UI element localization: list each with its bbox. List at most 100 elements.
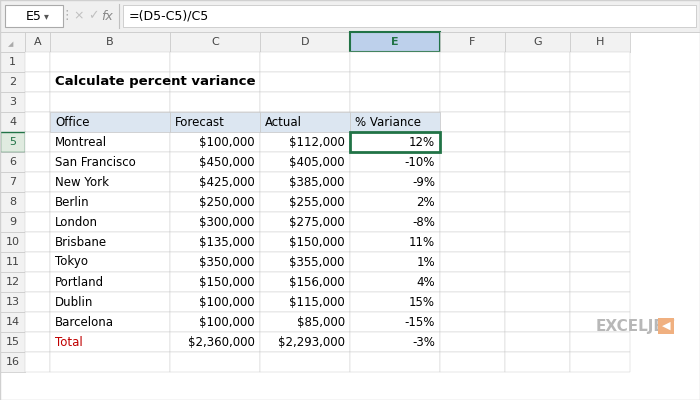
- Bar: [505, 52, 570, 72]
- Text: 15%: 15%: [409, 296, 435, 308]
- Bar: [505, 172, 570, 192]
- Text: -15%: -15%: [405, 316, 435, 328]
- Text: ✓: ✓: [88, 10, 98, 22]
- Text: $150,000: $150,000: [289, 236, 345, 248]
- Text: Actual: Actual: [265, 116, 302, 128]
- Text: C: C: [211, 37, 219, 47]
- Bar: [170, 212, 260, 232]
- Text: London: London: [55, 216, 98, 228]
- Bar: [440, 192, 505, 212]
- Text: ◀: ◀: [662, 321, 671, 331]
- Bar: [0, 52, 25, 72]
- Text: 11: 11: [6, 257, 20, 267]
- Bar: [350, 312, 440, 332]
- Text: $385,000: $385,000: [290, 176, 345, 188]
- Bar: [440, 232, 505, 252]
- Bar: [170, 232, 260, 252]
- Text: $405,000: $405,000: [289, 156, 345, 168]
- Bar: [170, 112, 260, 132]
- Bar: [5, 5, 63, 27]
- Text: $150,000: $150,000: [199, 276, 255, 288]
- Text: 7: 7: [9, 177, 16, 187]
- Text: $350,000: $350,000: [199, 256, 255, 268]
- Text: -8%: -8%: [412, 216, 435, 228]
- Text: =(D5-C5)/C5: =(D5-C5)/C5: [129, 10, 209, 22]
- Bar: [260, 312, 350, 332]
- Bar: [0, 72, 25, 92]
- Text: 5: 5: [9, 137, 16, 147]
- Bar: [570, 132, 630, 152]
- Bar: [25, 212, 50, 232]
- Bar: [350, 112, 440, 132]
- Text: $300,000: $300,000: [199, 216, 255, 228]
- Bar: [0, 172, 25, 192]
- Text: % Variance: % Variance: [355, 116, 421, 128]
- Bar: [170, 312, 260, 332]
- Bar: [570, 92, 630, 112]
- Bar: [505, 272, 570, 292]
- Bar: [260, 272, 350, 292]
- Text: $250,000: $250,000: [199, 196, 255, 208]
- Bar: [170, 132, 260, 152]
- Text: B: B: [106, 37, 114, 47]
- Text: 6: 6: [9, 157, 16, 167]
- Bar: [25, 332, 50, 352]
- Text: $85,000: $85,000: [297, 316, 345, 328]
- Text: 1%: 1%: [416, 256, 435, 268]
- Bar: [505, 352, 570, 372]
- Bar: [350, 52, 440, 72]
- Bar: [50, 172, 170, 192]
- Text: 3: 3: [9, 97, 16, 107]
- Text: ⋮: ⋮: [61, 10, 74, 22]
- Bar: [505, 32, 570, 52]
- Bar: [50, 252, 170, 272]
- Bar: [505, 232, 570, 252]
- Text: 11%: 11%: [409, 236, 435, 248]
- Bar: [170, 352, 260, 372]
- Bar: [570, 52, 630, 72]
- Bar: [0, 292, 25, 312]
- Bar: [505, 92, 570, 112]
- Bar: [440, 52, 505, 72]
- Bar: [505, 72, 570, 92]
- Bar: [350, 352, 440, 372]
- Text: Office: Office: [55, 116, 90, 128]
- Bar: [0, 32, 25, 52]
- Bar: [260, 332, 350, 352]
- Bar: [570, 252, 630, 272]
- Text: $156,000: $156,000: [289, 276, 345, 288]
- Bar: [570, 72, 630, 92]
- Text: San Francisco: San Francisco: [55, 156, 136, 168]
- Bar: [0, 152, 25, 172]
- Bar: [25, 292, 50, 312]
- Text: $355,000: $355,000: [290, 256, 345, 268]
- Bar: [570, 332, 630, 352]
- Text: 12%: 12%: [409, 136, 435, 148]
- Bar: [260, 132, 350, 152]
- Bar: [505, 292, 570, 312]
- Bar: [350, 132, 440, 152]
- Text: 4: 4: [9, 117, 16, 127]
- Bar: [350, 112, 440, 132]
- Bar: [25, 312, 50, 332]
- Bar: [170, 152, 260, 172]
- Text: 4%: 4%: [416, 276, 435, 288]
- Bar: [440, 212, 505, 232]
- Bar: [505, 252, 570, 272]
- Bar: [170, 72, 260, 92]
- Bar: [440, 292, 505, 312]
- Text: EXCELJET: EXCELJET: [596, 318, 675, 334]
- Bar: [260, 232, 350, 252]
- Bar: [440, 172, 505, 192]
- Bar: [570, 312, 630, 332]
- Bar: [50, 332, 170, 352]
- Bar: [0, 252, 25, 272]
- Bar: [570, 172, 630, 192]
- Text: $115,000: $115,000: [289, 296, 345, 308]
- Bar: [260, 192, 350, 212]
- Text: fx: fx: [101, 10, 113, 22]
- Text: 16: 16: [6, 357, 20, 367]
- Bar: [170, 92, 260, 112]
- Bar: [350, 152, 440, 172]
- Text: E5: E5: [26, 10, 42, 22]
